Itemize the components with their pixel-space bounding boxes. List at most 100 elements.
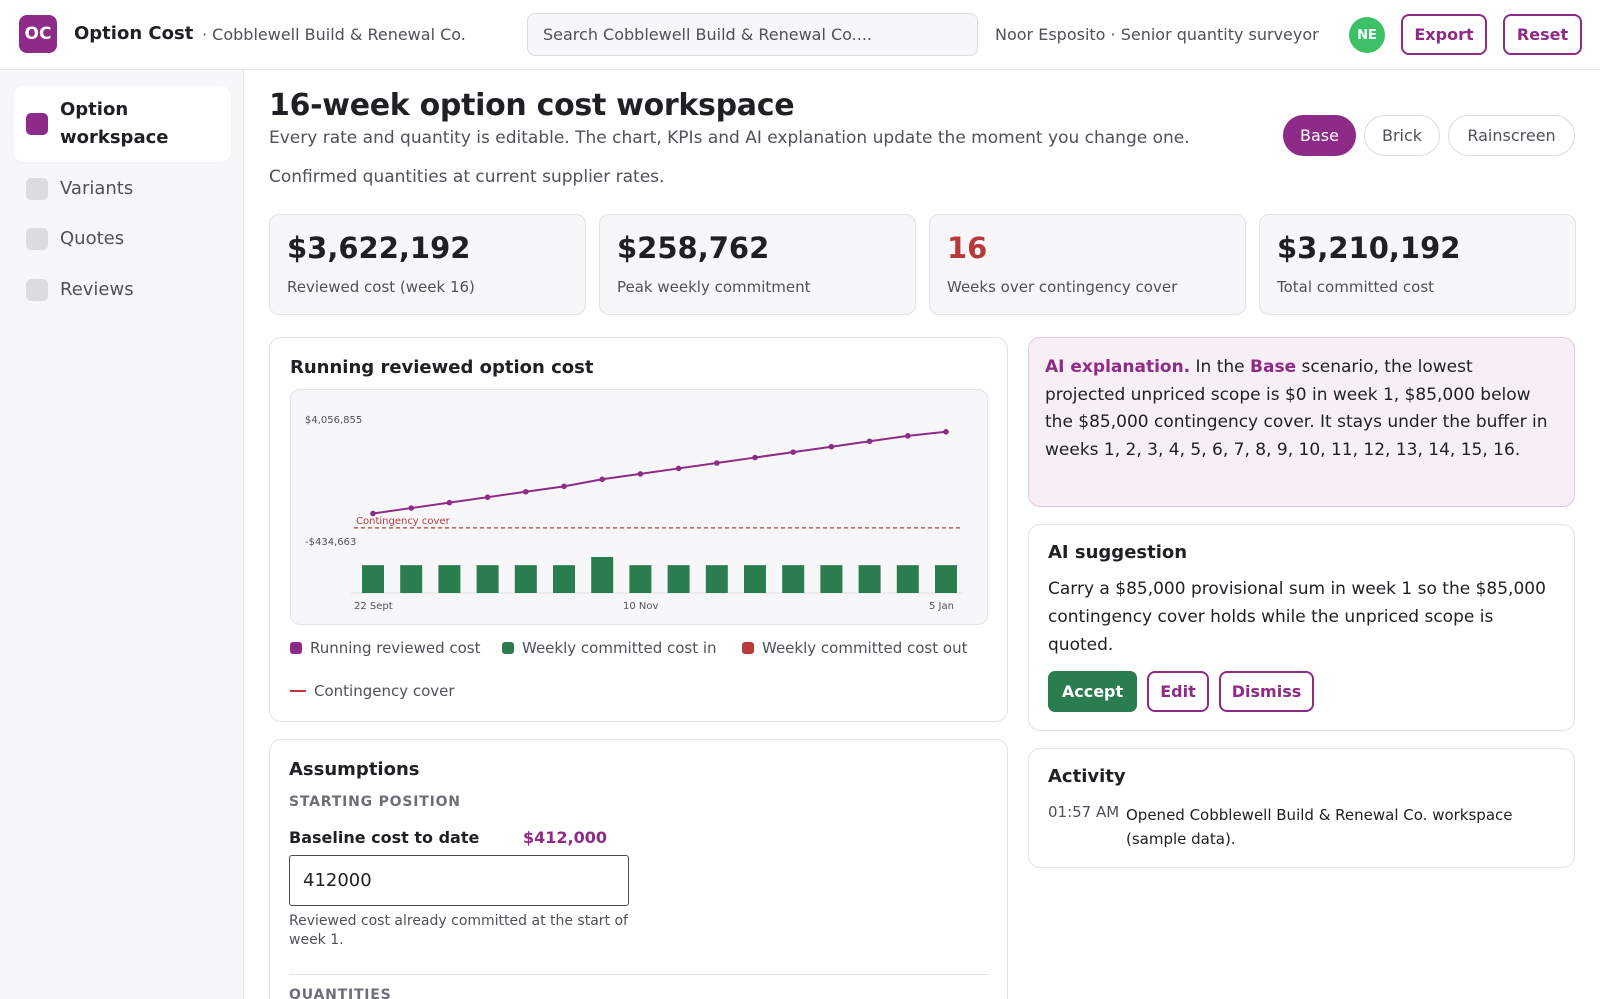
- assumptions-card: Assumptions STARTING POSITION Baseline c…: [269, 739, 1008, 999]
- running-cost-point: [905, 433, 911, 439]
- bar-committed-in: [438, 565, 461, 593]
- legend-item-running: Running reviewed cost: [290, 639, 480, 657]
- y-tick-label: -$434,663: [305, 537, 356, 548]
- kpi-label: Total committed cost: [1277, 278, 1435, 296]
- bar-committed-in: [514, 565, 537, 593]
- legend-swatch: [742, 642, 754, 654]
- bar-committed-in: [782, 565, 805, 593]
- legend-item-in: Weekly committed cost in: [502, 639, 717, 657]
- bar-committed-in: [400, 565, 423, 593]
- ai-explanation: AI explanation. In the Base scenario, th…: [1028, 337, 1575, 507]
- app-logo: OC: [19, 15, 57, 53]
- chart-title: Running reviewed option cost: [290, 357, 594, 378]
- divider: [289, 974, 988, 975]
- kpi-label: Weeks over contingency cover: [947, 278, 1178, 296]
- legend-label: Weekly committed cost out: [762, 639, 968, 657]
- sidebar-item-option-workspace[interactable]: Option workspace: [14, 86, 231, 162]
- quotes-icon: [26, 228, 48, 250]
- section-quantities: QUANTITIES: [289, 987, 392, 999]
- edit-button[interactable]: Edit: [1147, 671, 1209, 712]
- kpi-value: $3,210,192: [1277, 231, 1461, 265]
- bar-committed-in: [896, 565, 919, 593]
- contingency-label: Contingency cover: [356, 516, 451, 527]
- running-cost-point: [370, 510, 376, 517]
- dismiss-button[interactable]: Dismiss: [1219, 671, 1314, 712]
- page-subtitle: Confirmed quantities at current supplier…: [269, 167, 665, 187]
- running-cost-point: [943, 429, 949, 435]
- activity-text: Opened Cobblewell Build & Renewal Co. wo…: [1126, 806, 1513, 848]
- reviews-icon: [26, 279, 48, 301]
- activity-time: 01:57 AM: [1048, 803, 1120, 821]
- section-starting-position: STARTING POSITION: [289, 794, 461, 810]
- sidebar-item-quotes[interactable]: Quotes: [14, 220, 231, 258]
- export-button[interactable]: Export: [1401, 14, 1487, 55]
- bar-committed-in: [476, 565, 499, 593]
- bar-committed-in: [591, 557, 614, 593]
- reset-button[interactable]: Reset: [1503, 14, 1582, 55]
- kpi-reviewed-cost: $3,622,192 Reviewed cost (week 16): [269, 214, 586, 315]
- avatar[interactable]: NE: [1349, 17, 1385, 53]
- ai-explanation-text: scenario, the lowest projected unpriced …: [1045, 357, 1548, 460]
- page-description: Every rate and quantity is editable. The…: [269, 128, 1190, 148]
- ai-suggestion-text: Carry a $85,000 provisional sum in week …: [1048, 579, 1546, 655]
- running-cost-line: [372, 430, 947, 515]
- running-cost-point: [446, 499, 453, 506]
- running-cost-point: [599, 476, 605, 483]
- ai-suggestion-title: AI suggestion: [1048, 542, 1188, 563]
- baseline-cost-input[interactable]: [289, 855, 629, 906]
- running-cost-point: [523, 488, 529, 495]
- chart-card: Running reviewed option cost $4,056,855 -…: [269, 337, 1008, 722]
- variants-icon: [26, 178, 48, 200]
- baseline-display-value: $412,000: [523, 828, 608, 847]
- ai-suggestion-card: AI suggestion Carry a $85,000 provisiona…: [1028, 524, 1575, 731]
- user-label: Noor Esposito · Senior quantity surveyor: [995, 25, 1319, 44]
- scenario-base-button[interactable]: Base: [1283, 115, 1356, 156]
- legend-swatch: [290, 690, 306, 692]
- running-cost-point: [866, 438, 873, 445]
- legend-label: Weekly committed cost in: [522, 639, 717, 657]
- x-tick-label: 22 Sept: [354, 601, 393, 612]
- running-cost-point: [714, 460, 720, 466]
- bar-committed-in: [667, 565, 690, 593]
- x-tick-label: 10 Nov: [623, 601, 659, 612]
- search-input[interactable]: [527, 13, 978, 56]
- kpi-label: Reviewed cost (week 16): [287, 278, 475, 296]
- x-tick-label: 5 Jan: [929, 601, 954, 612]
- running-cost-point: [790, 449, 796, 455]
- sidebar-item-variants[interactable]: Variants: [14, 170, 231, 208]
- kpi-value: $258,762: [617, 231, 770, 265]
- ai-explanation-scenario: Base: [1250, 357, 1297, 377]
- legend-item-out: Weekly committed cost out: [742, 639, 967, 657]
- bar-committed-in: [705, 565, 728, 593]
- sidebar-item-label: Reviews: [60, 279, 134, 300]
- running-cost-point: [484, 494, 491, 500]
- running-cost-point: [828, 443, 835, 450]
- bar-committed-in: [362, 565, 384, 593]
- legend-label: Running reviewed cost: [310, 639, 481, 657]
- sidebar-item-reviews[interactable]: Reviews: [14, 271, 231, 309]
- sidebar-item-label: Variants: [60, 178, 134, 199]
- org-name: · Cobblewell Build & Renewal Co.: [202, 25, 466, 44]
- accept-button[interactable]: Accept: [1048, 671, 1137, 712]
- kpi-total-committed: $3,210,192 Total committed cost: [1259, 214, 1576, 315]
- activity-title: Activity: [1048, 766, 1126, 787]
- top-bar: OC Option Cost · Cobblewell Build & Rene…: [0, 0, 1600, 70]
- running-cost-point: [752, 454, 758, 461]
- bar-committed-in: [553, 565, 575, 593]
- workspace-icon: [26, 113, 48, 135]
- kpi-weeks-over: 16 Weeks over contingency cover: [929, 214, 1246, 315]
- running-cost-point: [561, 483, 567, 490]
- bar-committed-in: [935, 565, 957, 593]
- ai-explanation-text: In the: [1190, 357, 1251, 377]
- page-title: 16-week option cost workspace: [269, 88, 795, 123]
- bar-committed-in: [820, 565, 843, 593]
- scenario-rainscreen-button[interactable]: Rainscreen: [1448, 115, 1575, 156]
- bar-committed-in: [629, 565, 652, 593]
- running-cost-point: [637, 471, 644, 477]
- activity-card: Activity 01:57 AM Opened Cobblewell Buil…: [1028, 748, 1575, 868]
- bar-committed-in: [858, 565, 881, 593]
- bar-committed-in: [744, 565, 766, 593]
- scenario-brick-button[interactable]: Brick: [1364, 115, 1440, 156]
- legend-swatch: [290, 642, 302, 654]
